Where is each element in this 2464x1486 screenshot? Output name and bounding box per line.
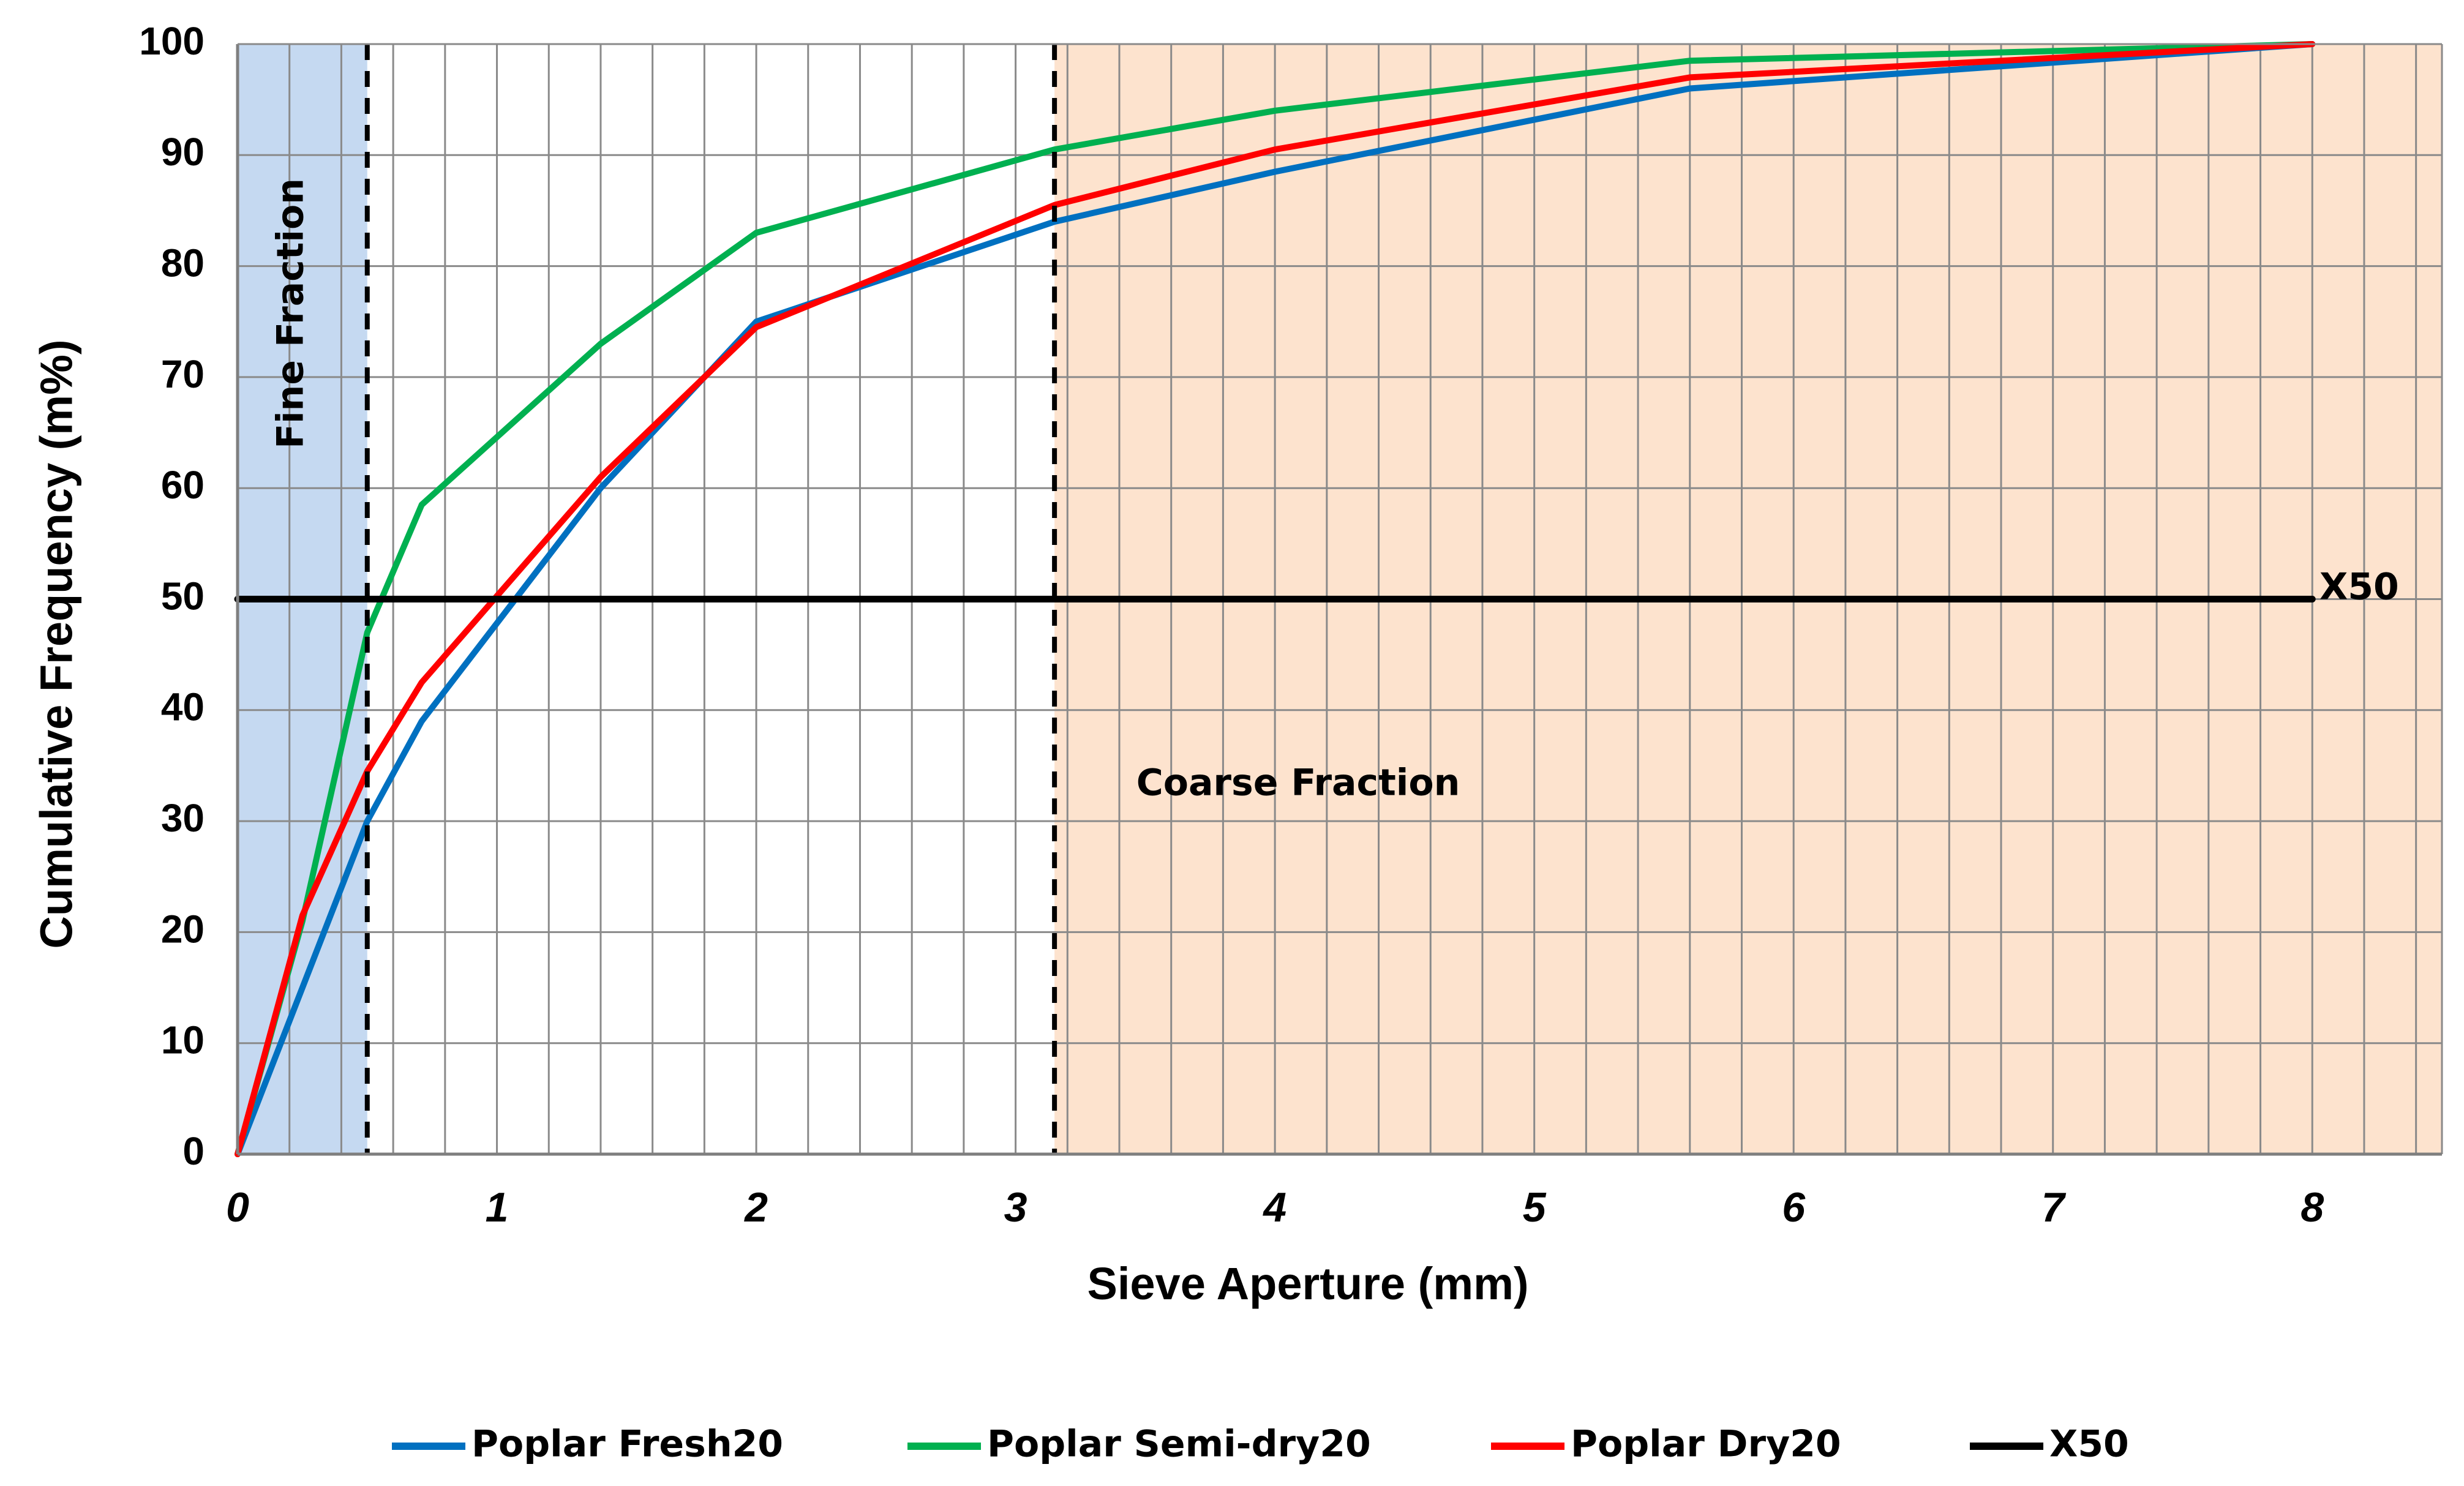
y-tick-label: 10 xyxy=(161,1018,205,1062)
legend-label: Poplar Fresh20 xyxy=(471,1423,783,1466)
x-tick-label: 2 xyxy=(743,1184,768,1231)
y-tick-label: 40 xyxy=(161,685,205,729)
legend-item: Poplar Fresh20 xyxy=(392,1423,783,1466)
legend-item: Poplar Dry20 xyxy=(1491,1423,1841,1466)
y-tick-label: 20 xyxy=(161,907,205,951)
x-tick-label: 8 xyxy=(2301,1184,2324,1231)
y-tick-label: 80 xyxy=(161,241,205,285)
x50-line-label: X50 xyxy=(2319,566,2399,609)
x-tick-label: 4 xyxy=(1262,1184,1286,1231)
coarse-fraction-label: Coarse Fraction xyxy=(1136,762,1460,805)
poplar-semi-dry20-line xyxy=(235,41,2316,1157)
data-series xyxy=(234,41,2316,1157)
x-tick-label: 3 xyxy=(1004,1184,1027,1231)
legend-item: X50 xyxy=(1970,1423,2129,1466)
fine-fraction-label: Fine Fraction xyxy=(269,178,312,449)
axes: 0 10 20 30 40 50 60 70 80 90 100 0 1 2 3 4 5 6 7 8 xyxy=(139,19,2442,1231)
y-tick-label: 0 xyxy=(182,1129,205,1173)
legend-item: Poplar Semi-dry20 xyxy=(907,1423,1371,1466)
labels: Cumulative Frequency (m%) Sieve Aperture… xyxy=(31,178,2399,1309)
x-tick-label: 7 xyxy=(2041,1184,2067,1231)
legend-label: X50 xyxy=(2049,1423,2129,1466)
legend-label: Poplar Semi-dry20 xyxy=(987,1423,1371,1466)
y-tick-label: 60 xyxy=(161,463,205,507)
y-tick-label: 30 xyxy=(161,796,205,840)
y-tick-label: 90 xyxy=(161,130,205,174)
poplar-fresh20-line xyxy=(235,41,2316,1157)
legend: Poplar Fresh20 Poplar Semi-dry20 Poplar Dr… xyxy=(392,1423,2129,1466)
x-tick-label: 0 xyxy=(226,1184,249,1231)
poplar-dry20-line xyxy=(235,41,2316,1157)
x-axis-title: Sieve Aperture (mm) xyxy=(1087,1258,1528,1309)
legend-label: Poplar Dry20 xyxy=(1571,1423,1841,1466)
y-tick-label: 50 xyxy=(161,574,205,618)
y-axis-title: Cumulative Frequency (m%) xyxy=(31,339,82,948)
y-tick-label: 100 xyxy=(139,19,205,63)
fraction-boundaries xyxy=(364,44,1057,1154)
x-tick-label: 6 xyxy=(1782,1184,1806,1231)
y-tick-label: 70 xyxy=(161,352,205,396)
x-tick-label: 1 xyxy=(486,1184,509,1231)
x-tick-label: 5 xyxy=(1523,1184,1547,1231)
